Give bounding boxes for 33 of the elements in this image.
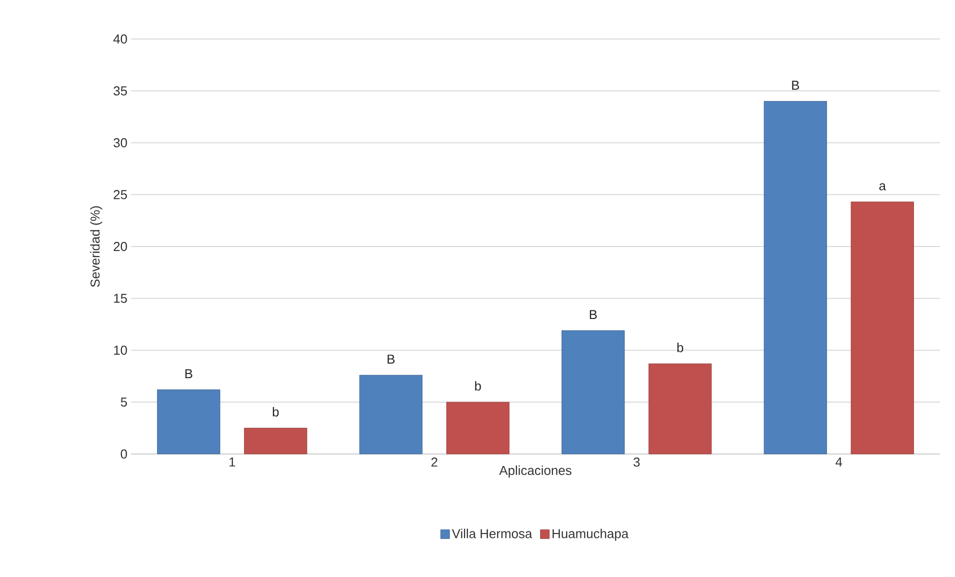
bar	[648, 364, 712, 454]
data-label: B	[792, 80, 800, 90]
legend-label: Villa Hermosa	[452, 528, 532, 538]
x-axis-title: Aplicaciones	[499, 466, 572, 478]
data-label: b	[677, 342, 684, 352]
y-tick-label: 15	[114, 294, 127, 303]
y-tick-label: 0	[120, 449, 127, 459]
bar	[244, 428, 308, 454]
x-tick-label: 2	[431, 458, 438, 467]
x-tick-label: 3	[634, 458, 640, 467]
data-label: b	[475, 381, 481, 391]
data-label: B	[388, 354, 395, 364]
y-tick-label: 35	[114, 86, 127, 96]
y-tick-label: 20	[114, 242, 127, 252]
y-axis-title: Severidad (%)	[90, 206, 102, 287]
bar	[764, 101, 827, 454]
data-label: a	[879, 183, 886, 190]
x-tick-label: 4	[836, 458, 842, 466]
y-tick-label: 30	[114, 138, 127, 148]
bar	[850, 202, 914, 454]
data-label: b	[272, 407, 279, 417]
y-tick-label: 5	[120, 398, 127, 407]
bar	[562, 330, 625, 454]
x-tick-label: 1	[230, 458, 236, 466]
y-tick-label: 10	[114, 346, 127, 355]
legend-label: Huamuchapa	[552, 528, 629, 541]
y-tick-label: 40	[113, 34, 127, 44]
bar	[157, 389, 220, 454]
data-label: B	[590, 310, 597, 320]
bar	[446, 402, 510, 454]
y-tick-label: 25	[114, 190, 127, 200]
bar	[359, 374, 422, 454]
data-label: B	[185, 369, 192, 378]
